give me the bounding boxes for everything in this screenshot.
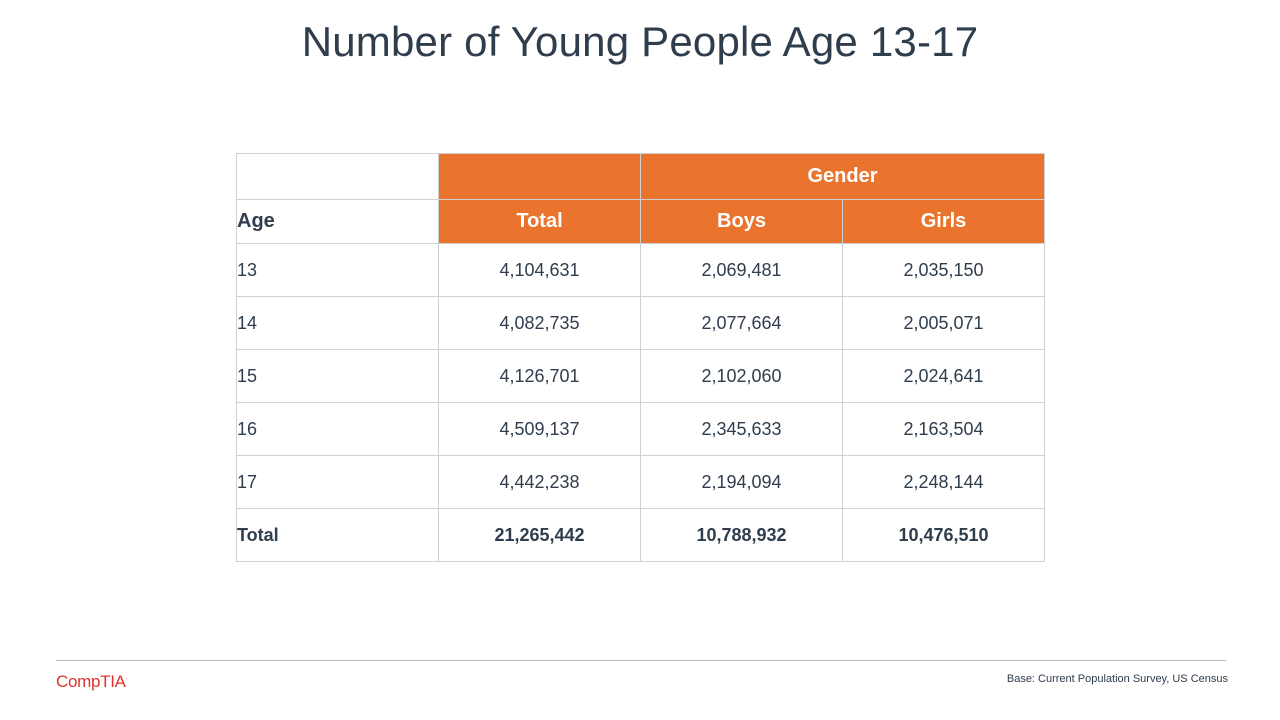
total-cell: 4,104,631 [438, 243, 641, 297]
boys-total-cell: 10,788,932 [640, 508, 843, 562]
table-column-header-row: Age Total Boys Girls [236, 199, 1045, 244]
table-row: 17 4,442,238 2,194,094 2,248,144 [236, 455, 1045, 509]
girls-cell: 2,005,071 [842, 296, 1045, 350]
grand-total-cell: 21,265,442 [438, 508, 641, 562]
girls-cell: 2,035,150 [842, 243, 1045, 297]
boys-cell: 2,077,664 [640, 296, 843, 350]
girls-cell: 2,024,641 [842, 349, 1045, 403]
population-table: Gender Age Total Boys Girls 13 4,104,631… [236, 153, 1045, 562]
girls-cell: 2,248,144 [842, 455, 1045, 509]
boys-cell: 2,194,094 [640, 455, 843, 509]
table-row: 16 4,509,137 2,345,633 2,163,504 [236, 402, 1045, 456]
blank-corner-cell [236, 153, 439, 200]
blank-total-group-cell [438, 153, 641, 200]
girls-total-cell: 10,476,510 [842, 508, 1045, 562]
boys-cell: 2,345,633 [640, 402, 843, 456]
total-row-label: Total [236, 508, 439, 562]
comptia-logo: CompTIA. [56, 672, 128, 692]
page-title: Number of Young People Age 13-17 [301, 18, 979, 65]
total-cell: 4,082,735 [438, 296, 641, 350]
table-row: 14 4,082,735 2,077,664 2,005,071 [236, 296, 1045, 350]
gender-group-header: Gender [640, 153, 1045, 200]
total-cell: 4,509,137 [438, 402, 641, 456]
source-note: Base: Current Population Survey, US Cens… [1006, 673, 1228, 685]
age-cell: 13 [236, 243, 439, 297]
table-total-row: Total 21,265,442 10,788,932 10,476,510 [236, 508, 1045, 562]
age-cell: 16 [236, 402, 439, 456]
trademark-mark: . [125, 674, 128, 681]
girls-cell: 2,163,504 [842, 402, 1045, 456]
boys-cell: 2,102,060 [640, 349, 843, 403]
age-column-header: Age [236, 199, 439, 244]
boys-cell: 2,069,481 [640, 243, 843, 297]
age-cell: 15 [236, 349, 439, 403]
age-cell: 14 [236, 296, 439, 350]
total-cell: 4,442,238 [438, 455, 641, 509]
girls-column-header: Girls [842, 199, 1045, 244]
age-cell: 17 [236, 455, 439, 509]
table-group-header-row: Gender [236, 153, 1045, 200]
logo-text: CompTIA [56, 672, 126, 691]
total-cell: 4,126,701 [438, 349, 641, 403]
table-row: 13 4,104,631 2,069,481 2,035,150 [236, 243, 1045, 297]
boys-column-header: Boys [640, 199, 843, 244]
footer-divider [56, 660, 1226, 661]
total-column-header: Total [438, 199, 641, 244]
table-row: 15 4,126,701 2,102,060 2,024,641 [236, 349, 1045, 403]
